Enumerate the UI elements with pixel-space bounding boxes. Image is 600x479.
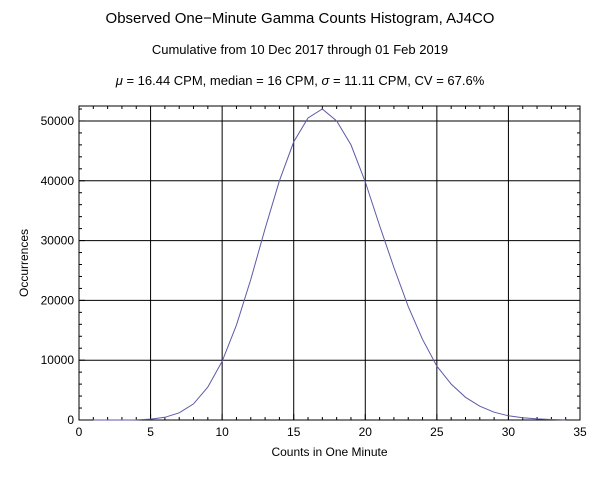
y-tick-label: 10000 bbox=[41, 353, 75, 367]
y-tick-label: 20000 bbox=[41, 293, 75, 307]
x-tick-label: 15 bbox=[287, 425, 301, 439]
grid-lines bbox=[79, 106, 580, 420]
y-axis-ticks: 0 10000 20000 30000 40000 50000 bbox=[41, 114, 85, 427]
y-tick-label: 0 bbox=[67, 413, 74, 427]
sigma-cv-text: = 11.11 CPM, CV = 67.6% bbox=[329, 73, 485, 88]
chart-title: Observed One−Minute Gamma Counts Histogr… bbox=[105, 10, 495, 27]
y-tick-label: 30000 bbox=[41, 234, 75, 248]
y-tick-label: 50000 bbox=[41, 114, 75, 128]
mu-symbol: μ bbox=[115, 73, 123, 88]
y-tick-label: 40000 bbox=[41, 174, 75, 188]
x-axis-ticks: 0 5 10 15 20 25 30 35 bbox=[76, 414, 587, 439]
x-axis-label: Counts in One Minute bbox=[271, 445, 387, 459]
x-tick-label: 10 bbox=[215, 425, 229, 439]
plot-frame bbox=[78, 105, 581, 421]
x-tick-label: 20 bbox=[359, 425, 373, 439]
x-tick-label: 5 bbox=[147, 425, 154, 439]
chart-subtitle: Cumulative from 10 Dec 2017 through 01 F… bbox=[151, 42, 449, 57]
sigma-symbol: σ bbox=[321, 73, 330, 88]
mu-median-text: = 16.44 CPM, median = 16 CPM, bbox=[122, 73, 322, 88]
minor-ticks bbox=[79, 106, 580, 420]
series-line bbox=[93, 108, 566, 421]
x-tick-label: 25 bbox=[430, 425, 444, 439]
x-tick-label: 30 bbox=[502, 425, 516, 439]
x-tick-label: 0 bbox=[76, 425, 83, 439]
x-tick-label: 35 bbox=[573, 425, 587, 439]
y-axis-label: Occurrences bbox=[17, 229, 31, 297]
chart-stats: μ = 16.44 CPM, median = 16 CPM, σ = 11.1… bbox=[0, 73, 600, 88]
